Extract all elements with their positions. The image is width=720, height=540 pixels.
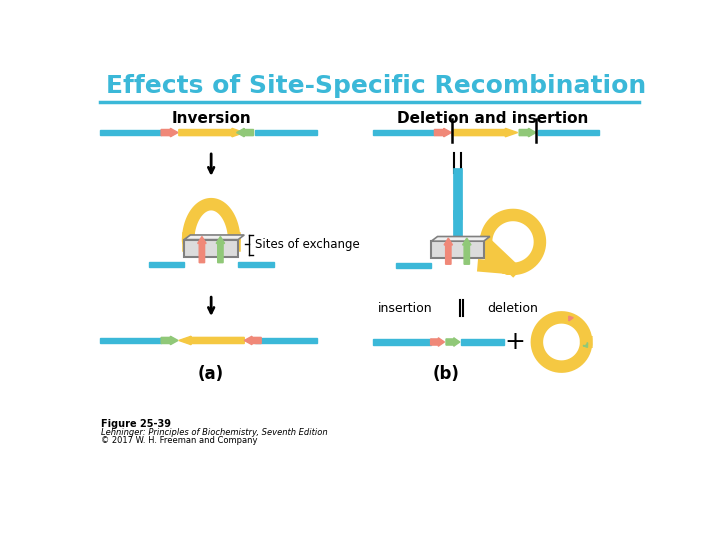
Polygon shape bbox=[431, 237, 490, 241]
Bar bbox=[99, 338, 161, 343]
Bar bbox=[99, 130, 161, 135]
Text: Effects of Site-Specific Recombination: Effects of Site-Specific Recombination bbox=[106, 74, 646, 98]
Bar bbox=[373, 339, 431, 345]
FancyArrow shape bbox=[583, 343, 588, 347]
FancyArrow shape bbox=[462, 238, 471, 264]
FancyBboxPatch shape bbox=[184, 240, 238, 256]
FancyBboxPatch shape bbox=[431, 241, 484, 258]
Bar bbox=[396, 263, 431, 268]
Text: insertion: insertion bbox=[378, 302, 433, 315]
FancyArrow shape bbox=[161, 336, 178, 345]
Text: (b): (b) bbox=[433, 365, 459, 383]
Text: Deletion and insertion: Deletion and insertion bbox=[397, 111, 588, 126]
Text: +: + bbox=[505, 330, 526, 354]
FancyArrow shape bbox=[237, 129, 253, 137]
Text: © 2017 W. H. Freeman and Company: © 2017 W. H. Freeman and Company bbox=[101, 436, 258, 445]
Text: Figure 25-39: Figure 25-39 bbox=[101, 419, 171, 429]
Bar bbox=[538, 130, 599, 135]
Polygon shape bbox=[184, 235, 244, 240]
FancyArrow shape bbox=[198, 237, 206, 262]
Bar bbox=[238, 261, 274, 267]
Bar bbox=[255, 130, 317, 135]
FancyArrow shape bbox=[431, 338, 444, 346]
FancyArrow shape bbox=[179, 336, 244, 345]
FancyArrow shape bbox=[452, 129, 518, 137]
FancyArrow shape bbox=[444, 238, 453, 264]
Bar bbox=[149, 261, 184, 267]
FancyArrow shape bbox=[216, 237, 225, 262]
FancyArrow shape bbox=[244, 336, 261, 345]
FancyArrow shape bbox=[179, 129, 244, 137]
FancyArrow shape bbox=[161, 129, 178, 137]
Bar bbox=[373, 130, 434, 135]
Text: Inversion: Inversion bbox=[171, 111, 251, 126]
Text: Lehninger: Principles of Biochemistry, Seventh Edition: Lehninger: Principles of Biochemistry, S… bbox=[101, 428, 328, 437]
Bar bbox=[484, 263, 492, 268]
Bar bbox=[255, 338, 317, 343]
FancyArrow shape bbox=[446, 338, 460, 346]
FancyArrow shape bbox=[519, 129, 536, 137]
Text: deletion: deletion bbox=[487, 302, 538, 315]
Text: Sites of exchange: Sites of exchange bbox=[255, 238, 360, 251]
FancyArrow shape bbox=[569, 316, 573, 321]
Text: (a): (a) bbox=[198, 365, 224, 383]
Bar bbox=[462, 339, 504, 345]
FancyArrow shape bbox=[434, 129, 451, 137]
